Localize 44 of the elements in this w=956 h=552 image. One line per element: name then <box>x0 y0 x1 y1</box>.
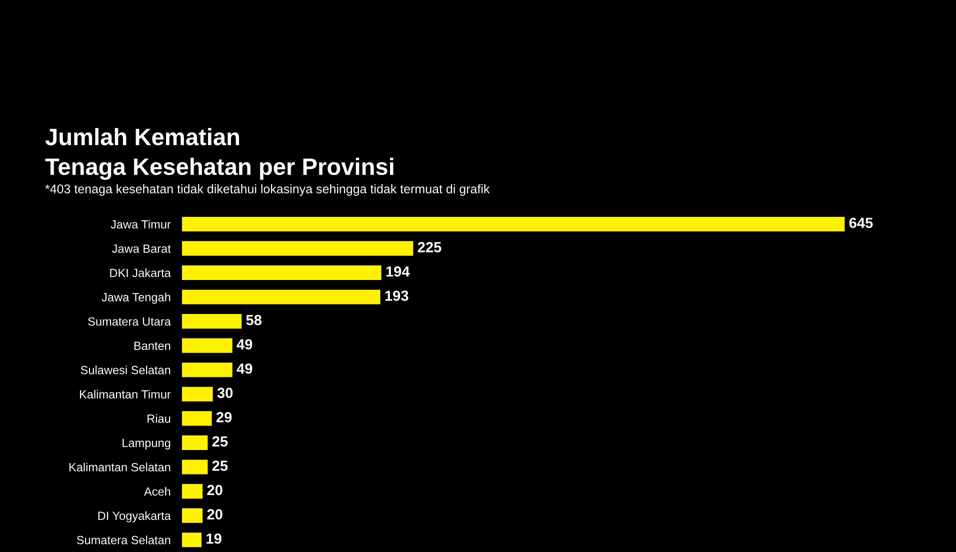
y-tick-label: DI Yogyakarta <box>98 511 171 522</box>
data-label: 20 <box>207 484 222 496</box>
bar <box>182 435 208 450</box>
y-tick-label: Sulawesi Selatan <box>80 366 170 374</box>
bar <box>182 386 213 402</box>
y-tick-label: Sumatera Selatan <box>76 536 170 544</box>
bar <box>182 265 382 280</box>
chart-title: Jumlah Kematian Tenaga Kesehatan per Provinsi <box>45 128 394 180</box>
data-label: 29 <box>216 412 232 422</box>
data-label: 19 <box>206 533 222 544</box>
data-label: 193 <box>385 290 408 301</box>
bar <box>182 314 242 329</box>
y-tick-label: Banten <box>134 342 170 350</box>
y-tick-label: Jawa Timur <box>110 220 171 229</box>
y-tick-label: Aceh <box>144 487 170 496</box>
bar <box>182 411 212 426</box>
bar <box>182 484 203 499</box>
y-tick-label: Lampung <box>122 438 170 450</box>
data-label: 25 <box>212 436 228 447</box>
data-label: 194 <box>386 266 410 277</box>
bar <box>182 290 380 304</box>
bar <box>182 362 232 378</box>
bar <box>182 508 203 523</box>
data-label: 225 <box>418 242 442 252</box>
data-label: 49 <box>236 339 252 350</box>
data-label: 20 <box>207 509 222 520</box>
y-tick-label: Sumatera Utara <box>88 317 171 326</box>
y-tick-label: Kalimantan Selatan <box>69 462 170 472</box>
data-label: 645 <box>849 218 873 228</box>
y-tick-label: Kalimantan Timur <box>80 390 171 399</box>
bar <box>182 532 202 548</box>
y-tick-label: Riau <box>148 414 170 423</box>
bar <box>182 338 232 353</box>
y-tick-label: Jawa Barat <box>112 244 171 253</box>
data-label: 30 <box>217 388 233 398</box>
data-label: 49 <box>236 363 252 374</box>
bar <box>182 241 414 256</box>
y-tick-label: Jawa Tengah <box>102 292 170 304</box>
bar <box>182 460 208 474</box>
chart-subtitle: *403 tenaga kesehatan tidak diketahui lokasinya sehingga tidak termuat di grafik <box>45 184 490 196</box>
data-label: 58 <box>246 314 262 326</box>
data-label: 25 <box>212 460 228 471</box>
y-tick-label: DKI Jakarta <box>110 268 171 278</box>
bar <box>182 216 845 232</box>
